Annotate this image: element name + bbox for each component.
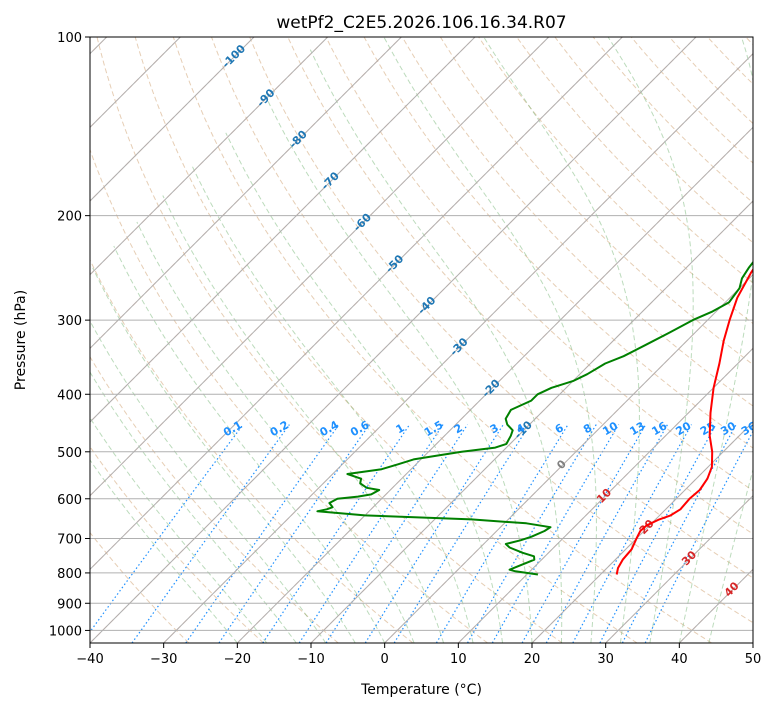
y-tick-label: 600 bbox=[57, 493, 82, 508]
mixing-ratio-label: 36 bbox=[739, 419, 759, 438]
dry-adiabat bbox=[555, 37, 775, 643]
chart-title: wetPf2_C2E5.2026.106.16.34.R07 bbox=[276, 13, 566, 33]
isotherm-label: 10 bbox=[594, 486, 614, 506]
x-tick-label: −10 bbox=[297, 652, 324, 667]
mixing-ratio-line bbox=[600, 425, 716, 643]
isotherm-label: -20 bbox=[480, 377, 503, 400]
isotherm-line bbox=[237, 37, 775, 643]
mixing-ratio-line bbox=[436, 425, 568, 643]
moist-adiabat bbox=[384, 37, 597, 643]
mixing-ratio-label: 0.6 bbox=[348, 418, 372, 439]
mixing-ratio-line bbox=[394, 425, 529, 643]
mixing-ratio-line bbox=[522, 425, 646, 643]
y-tick-label: 300 bbox=[57, 314, 82, 329]
isotherm-line bbox=[458, 37, 775, 643]
x-tick-label: 50 bbox=[745, 652, 762, 667]
y-tick-label: 100 bbox=[57, 31, 82, 46]
isotherm-line bbox=[753, 37, 775, 643]
mixing-ratio-label: 30 bbox=[718, 419, 738, 438]
dry-adiabat bbox=[0, 37, 338, 643]
isotherm-line bbox=[0, 37, 254, 643]
isotherm-label: -90 bbox=[254, 86, 277, 109]
isotherm-label: 40 bbox=[722, 579, 742, 599]
mixing-ratio-line bbox=[263, 425, 410, 643]
moist-adiabat bbox=[265, 95, 532, 644]
x-tick-label: 40 bbox=[671, 652, 688, 667]
moist-adiabat bbox=[709, 37, 775, 643]
isotherm-line bbox=[385, 37, 775, 643]
skewed-gridline bbox=[164, 37, 770, 643]
mixing-ratio-line bbox=[492, 425, 618, 643]
mixing-ratio-label: 8 bbox=[581, 421, 594, 436]
mixing-ratio-line bbox=[365, 425, 503, 643]
skewed-gridline bbox=[385, 37, 775, 643]
mixing-ratio-label: 1 bbox=[394, 421, 407, 436]
y-tick-label: 900 bbox=[57, 597, 82, 612]
moist-adiabat bbox=[55, 307, 296, 643]
mixing-ratio-label: 2 bbox=[452, 421, 465, 436]
dry-adiabat bbox=[593, 37, 775, 643]
mixing-ratio-line bbox=[186, 425, 339, 643]
skewed-gridline bbox=[458, 37, 775, 643]
x-tick-label: −30 bbox=[150, 652, 177, 667]
isotherm-label: -60 bbox=[351, 211, 374, 234]
isotherm-label: 0 bbox=[554, 457, 569, 472]
mixing-ratio-line bbox=[82, 425, 243, 643]
isotherm-line bbox=[0, 37, 475, 643]
moist-adiabat bbox=[608, 37, 693, 643]
x-tick-label: 0 bbox=[381, 652, 389, 667]
isotherm-line bbox=[0, 37, 401, 643]
y-axis-label: Pressure (hPa) bbox=[13, 290, 29, 390]
mixing-ratio-label: 0.1 bbox=[221, 418, 244, 439]
dry-adiabat bbox=[746, 37, 775, 643]
mixing-ratio-label: 25 bbox=[698, 419, 718, 438]
mixing-ratio-label: 0.4 bbox=[317, 418, 341, 439]
mixing-ratio-label: 1.5 bbox=[422, 418, 445, 439]
skewed-gridline bbox=[753, 37, 775, 643]
mixing-ratio-label: 10 bbox=[600, 419, 620, 438]
isotherm-label: -50 bbox=[383, 252, 406, 275]
moist-adiabat bbox=[484, 37, 640, 643]
x-tick-label: 20 bbox=[524, 652, 541, 667]
mixing-ratio-line bbox=[468, 425, 597, 643]
skewed-gridline bbox=[0, 37, 254, 643]
dry-adiabat bbox=[59, 37, 488, 643]
skewed-gridline bbox=[90, 37, 696, 643]
x-tick-label: −40 bbox=[76, 652, 103, 667]
y-tick-label: 800 bbox=[57, 567, 82, 582]
isotherm-line bbox=[0, 37, 328, 643]
y-tick-label: 500 bbox=[57, 446, 82, 461]
mixing-ratio-line bbox=[573, 425, 692, 643]
x-tick-label: 30 bbox=[597, 652, 614, 667]
skewed-gridline bbox=[16, 37, 622, 643]
mixing-ratio-label: 0.2 bbox=[268, 418, 291, 439]
mixing-ratio-label: 3 bbox=[488, 421, 501, 436]
dry-adiabat bbox=[364, 37, 775, 643]
isotherm-line bbox=[311, 37, 775, 643]
x-tick-label: 10 bbox=[450, 652, 467, 667]
skewed-gridline bbox=[0, 37, 328, 643]
skewed-gridline bbox=[237, 37, 775, 643]
mixing-ratio-line bbox=[326, 425, 467, 643]
y-tick-label: 400 bbox=[57, 388, 82, 403]
skewed-gridline bbox=[311, 37, 775, 643]
y-tick-label: 700 bbox=[57, 533, 82, 548]
dry-adiabat bbox=[517, 37, 775, 643]
y-tick-label: 200 bbox=[57, 210, 82, 225]
y-tick-label: 1000 bbox=[49, 624, 82, 639]
mixing-ratio-label: 13 bbox=[627, 419, 647, 438]
dry-adiabat bbox=[708, 37, 775, 643]
x-tick-label: −20 bbox=[224, 652, 251, 667]
skewed-gridline bbox=[0, 37, 401, 643]
temperature-profile bbox=[617, 37, 775, 575]
skewed-gridline bbox=[0, 37, 475, 643]
dry-adiabat bbox=[21, 37, 413, 643]
moist-adiabat bbox=[93, 268, 356, 643]
mixing-ratio-line bbox=[132, 425, 289, 643]
x-axis-label: Temperature (°C) bbox=[360, 682, 482, 698]
dry-adiabat bbox=[135, 37, 637, 643]
isotherm-label: 30 bbox=[679, 548, 699, 568]
